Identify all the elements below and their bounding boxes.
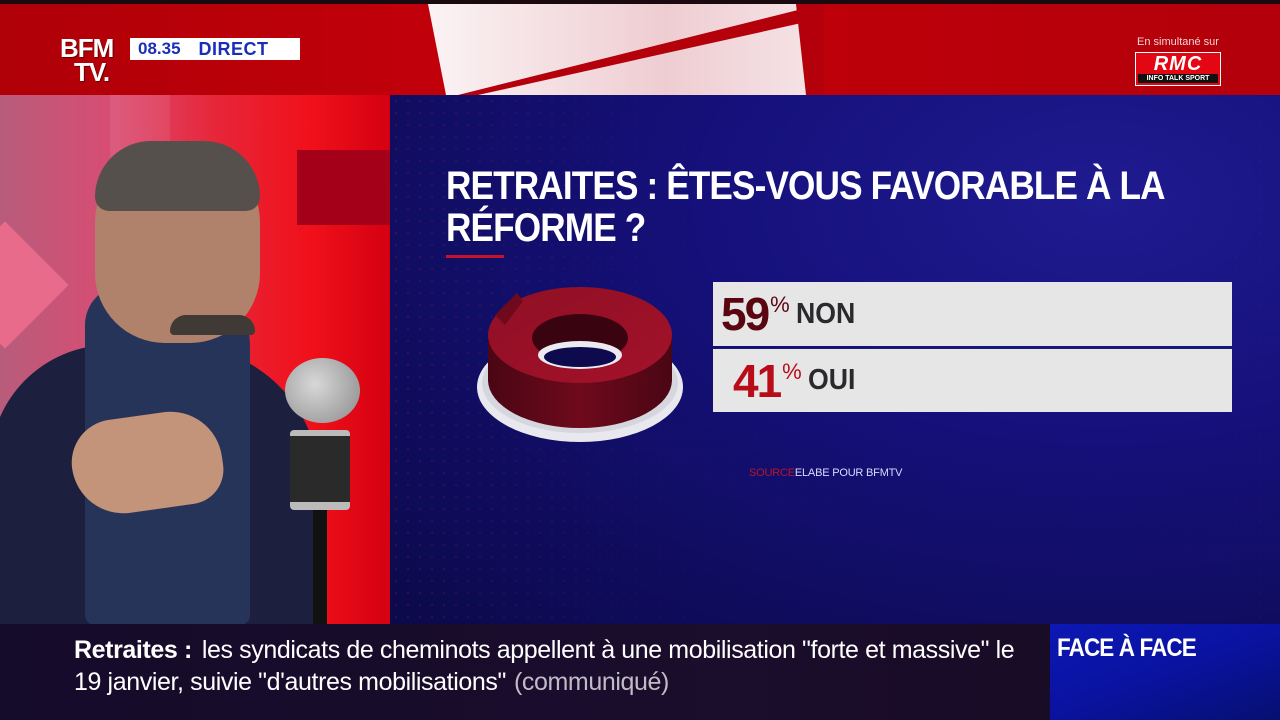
poll-source: SOURCEELABE POUR BFMTV (749, 467, 903, 479)
logo-line-1: BFM (60, 33, 114, 63)
bfmtv-logo: BFM TV. (60, 33, 114, 87)
result-row-non: 59 % NON (713, 282, 1232, 346)
result-value: 59 (721, 288, 770, 340)
studio-video-feed (0, 95, 390, 625)
result-label: NON (795, 297, 856, 330)
time-live-badge: 08.35 DIRECT (130, 38, 300, 60)
percent-sign: % (770, 292, 790, 317)
microphone-body (290, 430, 350, 510)
rmc-logo: RMC INFO TALK SPORT (1135, 52, 1221, 86)
studio-decor-box (297, 150, 390, 225)
source-text: ELABE POUR BFMTV (794, 467, 903, 479)
news-ticker: Retraites : les syndicats de cheminots ap… (0, 624, 1050, 720)
simulcast-info: En simultané sur RMC INFO TALK SPORT (1130, 36, 1226, 86)
donut-chart-icon (477, 287, 683, 442)
guest-hair (95, 141, 260, 211)
result-value: 41 (733, 354, 782, 407)
program-name: FACE À FACE (1057, 634, 1197, 662)
rmc-name: RMC (1153, 53, 1203, 75)
decorative-banner (428, 4, 824, 95)
title-underline (446, 255, 504, 258)
studio-decor-diamond (0, 221, 69, 349)
clock-time: 08.35 (138, 39, 181, 58)
program-badge: FACE À FACE (1050, 624, 1280, 720)
microphone-stand (313, 510, 327, 625)
poll-results: 59 % NON 41 % OUI (713, 282, 1232, 412)
guest-mustache (170, 315, 255, 335)
ticker-headline: les syndicats de cheminots appellent à u… (74, 636, 1015, 696)
microphone-icon (285, 358, 360, 423)
poll-infographic: RETRAITES : ÊTES-VOUS FAVORABLE À LA RÉF… (390, 95, 1280, 625)
top-bar: BFM TV. 08.35 DIRECT En simultané sur RM… (0, 0, 1280, 95)
result-row-oui: 41 % OUI (713, 348, 1232, 412)
result-label: OUI (807, 364, 856, 396)
poll-title: RETRAITES : ÊTES-VOUS FAVORABLE À LA RÉF… (446, 164, 1164, 250)
ticker-attribution: (communiqué) (513, 668, 669, 696)
source-label: SOURCE (749, 467, 795, 479)
percent-sign: % (782, 359, 802, 384)
rmc-tagline: INFO TALK SPORT (1138, 74, 1218, 83)
logo-line-2: TV. (74, 57, 110, 87)
ticker-keyword: Retraites : (74, 636, 192, 664)
live-label: DIRECT (198, 38, 269, 59)
simulcast-label: En simultané sur (1137, 36, 1219, 48)
ticker-text: Retraites : les syndicats de cheminots ap… (74, 634, 1044, 698)
